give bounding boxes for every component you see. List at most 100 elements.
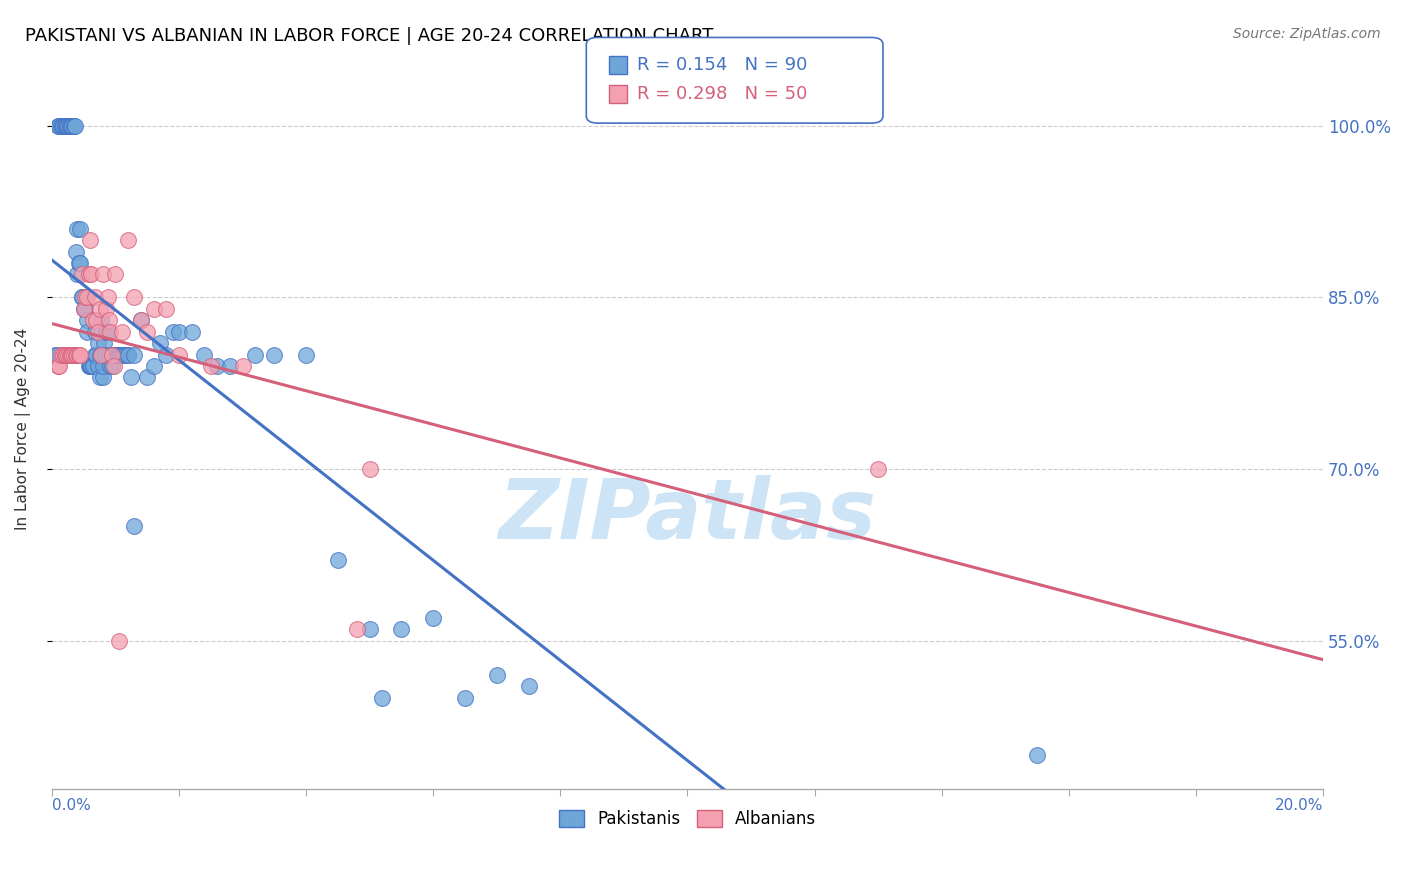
Point bbox=[84, 347, 107, 361]
Point bbox=[110, 347, 132, 361]
Point bbox=[104, 268, 127, 282]
Point bbox=[485, 668, 508, 682]
Point bbox=[82, 359, 104, 373]
Point bbox=[91, 370, 114, 384]
Point bbox=[454, 690, 477, 705]
Point bbox=[129, 313, 152, 327]
Point bbox=[53, 119, 76, 133]
Point bbox=[89, 301, 111, 316]
Point bbox=[89, 370, 111, 384]
Point bbox=[59, 119, 82, 133]
Point bbox=[73, 301, 96, 316]
Point bbox=[84, 290, 107, 304]
Point bbox=[80, 268, 103, 282]
Point bbox=[162, 325, 184, 339]
Point bbox=[155, 347, 177, 361]
Legend: Pakistanis, Albanians: Pakistanis, Albanians bbox=[553, 804, 823, 835]
Point bbox=[117, 347, 139, 361]
Text: R = 0.154   N = 90: R = 0.154 N = 90 bbox=[637, 56, 807, 74]
Point bbox=[245, 347, 267, 361]
Point bbox=[52, 347, 75, 361]
Text: PAKISTANI VS ALBANIAN IN LABOR FORCE | AGE 20-24 CORRELATION CHART: PAKISTANI VS ALBANIAN IN LABOR FORCE | A… bbox=[25, 27, 714, 45]
Point bbox=[63, 119, 86, 133]
Point bbox=[52, 119, 75, 133]
Point bbox=[76, 325, 98, 339]
Point bbox=[76, 290, 98, 304]
Point bbox=[422, 610, 444, 624]
Point bbox=[107, 347, 129, 361]
Point bbox=[72, 290, 94, 304]
Point bbox=[79, 359, 101, 373]
Y-axis label: In Labor Force | Age 20-24: In Labor Force | Age 20-24 bbox=[15, 327, 31, 530]
Point bbox=[72, 301, 94, 316]
Point bbox=[66, 221, 89, 235]
Point bbox=[180, 325, 202, 339]
Point bbox=[86, 359, 108, 373]
Point bbox=[107, 347, 129, 361]
Point bbox=[167, 347, 190, 361]
Point bbox=[69, 221, 91, 235]
Point bbox=[94, 347, 117, 361]
Point bbox=[263, 347, 285, 361]
Point bbox=[51, 119, 73, 133]
Point bbox=[56, 119, 79, 133]
Point bbox=[65, 244, 87, 259]
Point bbox=[103, 359, 125, 373]
Point bbox=[79, 359, 101, 373]
Point bbox=[91, 359, 114, 373]
Point bbox=[72, 290, 94, 304]
Point bbox=[371, 690, 394, 705]
Point bbox=[124, 519, 146, 533]
Point bbox=[117, 347, 139, 361]
Point bbox=[93, 336, 115, 351]
Point bbox=[391, 622, 413, 636]
Point bbox=[59, 119, 82, 133]
Point bbox=[48, 359, 70, 373]
Point bbox=[63, 347, 86, 361]
Point bbox=[69, 347, 91, 361]
Point bbox=[51, 347, 73, 361]
Point bbox=[89, 347, 111, 361]
Point bbox=[86, 347, 108, 361]
Point bbox=[73, 290, 96, 304]
Point bbox=[98, 313, 121, 327]
Point bbox=[79, 233, 101, 247]
Point bbox=[66, 268, 89, 282]
Point bbox=[67, 347, 90, 361]
Point bbox=[136, 325, 159, 339]
Point bbox=[231, 359, 253, 373]
Point bbox=[94, 301, 117, 316]
Text: 0.0%: 0.0% bbox=[52, 798, 90, 814]
Point bbox=[111, 325, 134, 339]
Point bbox=[101, 347, 124, 361]
Point bbox=[98, 359, 121, 373]
Point bbox=[77, 268, 100, 282]
Point bbox=[136, 370, 159, 384]
Point bbox=[76, 313, 98, 327]
Point bbox=[48, 119, 70, 133]
Point bbox=[114, 347, 136, 361]
Point bbox=[72, 268, 94, 282]
Point bbox=[46, 119, 69, 133]
Text: ZIPatlas: ZIPatlas bbox=[499, 475, 876, 556]
Point bbox=[1026, 747, 1049, 762]
Point bbox=[91, 268, 114, 282]
Point bbox=[155, 301, 177, 316]
Point bbox=[120, 370, 142, 384]
Point bbox=[101, 359, 124, 373]
Point bbox=[56, 347, 79, 361]
Point bbox=[55, 119, 77, 133]
Point bbox=[104, 347, 127, 361]
Point bbox=[60, 347, 83, 361]
Point bbox=[97, 325, 120, 339]
Text: Source: ZipAtlas.com: Source: ZipAtlas.com bbox=[1233, 27, 1381, 41]
Point bbox=[346, 622, 368, 636]
Point bbox=[84, 325, 107, 339]
Point bbox=[59, 347, 82, 361]
Point bbox=[200, 359, 222, 373]
Point bbox=[107, 633, 129, 648]
Point bbox=[90, 347, 112, 361]
Text: R = 0.298   N = 50: R = 0.298 N = 50 bbox=[637, 85, 807, 103]
Point bbox=[111, 347, 134, 361]
Point bbox=[124, 347, 146, 361]
